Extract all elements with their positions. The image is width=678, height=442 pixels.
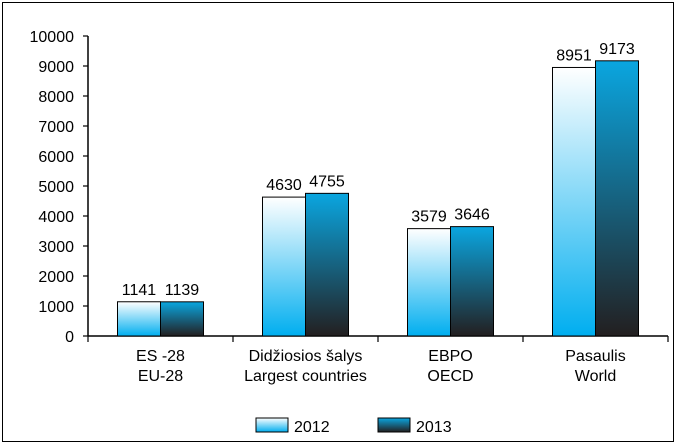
data-label: 1139 xyxy=(165,282,200,299)
bar-2012 xyxy=(117,301,161,337)
x-tick-label: OECD xyxy=(427,368,473,385)
x-tick-label: EU-28 xyxy=(138,368,183,385)
legend-swatch xyxy=(255,417,289,433)
data-label: 3579 xyxy=(411,209,447,226)
data-label: 1141 xyxy=(122,282,157,299)
data-label: 8951 xyxy=(556,47,592,64)
data-label: 9173 xyxy=(599,41,635,58)
y-tick-label: 3000 xyxy=(38,239,74,256)
y-tick-label: 10000 xyxy=(30,29,75,46)
bar-2013 xyxy=(305,192,349,337)
y-tick-label: 7000 xyxy=(38,119,74,136)
bar-chart: 0 1000 2000 3000 4000 5000 6000 7000 8000 9000 100… xyxy=(30,29,669,433)
y-axis: 0 1000 2000 3000 4000 5000 6000 7000 8000 9000 100… xyxy=(30,29,89,346)
y-tick-label: 0 xyxy=(65,329,74,346)
bars: 1141 1139 4630 4755 3579 3646 8951 9173 xyxy=(117,41,639,337)
x-axis: ES -28 EU-28 Didžiosios šalys Largest count… xyxy=(87,335,669,385)
bar-2012 xyxy=(407,228,451,337)
x-tick-label: World xyxy=(575,368,617,385)
x-tick-label: EBPO xyxy=(428,348,472,365)
x-tick-label: ES -28 xyxy=(136,348,185,365)
bar-2012 xyxy=(262,196,306,337)
y-tick-label: 2000 xyxy=(38,269,74,286)
x-tick-label: Didžiosios šalys xyxy=(249,348,363,365)
y-tick-label: 4000 xyxy=(38,209,74,226)
x-tick-label: Largest countries xyxy=(244,368,367,385)
y-tick-label: 9000 xyxy=(38,59,74,76)
data-label: 3646 xyxy=(454,207,490,224)
bar-2013 xyxy=(595,60,639,337)
bar-2012 xyxy=(552,66,596,337)
legend-label: 2013 xyxy=(416,419,452,433)
legend-label: 2012 xyxy=(294,419,330,433)
legend: 2012 2013 xyxy=(255,417,452,433)
data-label: 4755 xyxy=(309,173,345,190)
bar-2013 xyxy=(160,301,204,337)
bar-2013 xyxy=(450,226,494,337)
x-tick-label: Pasaulis xyxy=(565,348,625,365)
data-label: 4630 xyxy=(266,177,302,194)
legend-swatch xyxy=(377,417,411,433)
y-tick-label: 1000 xyxy=(38,299,74,316)
y-tick-label: 5000 xyxy=(38,179,74,196)
y-tick-label: 6000 xyxy=(38,149,74,166)
y-tick-label: 8000 xyxy=(38,89,74,106)
